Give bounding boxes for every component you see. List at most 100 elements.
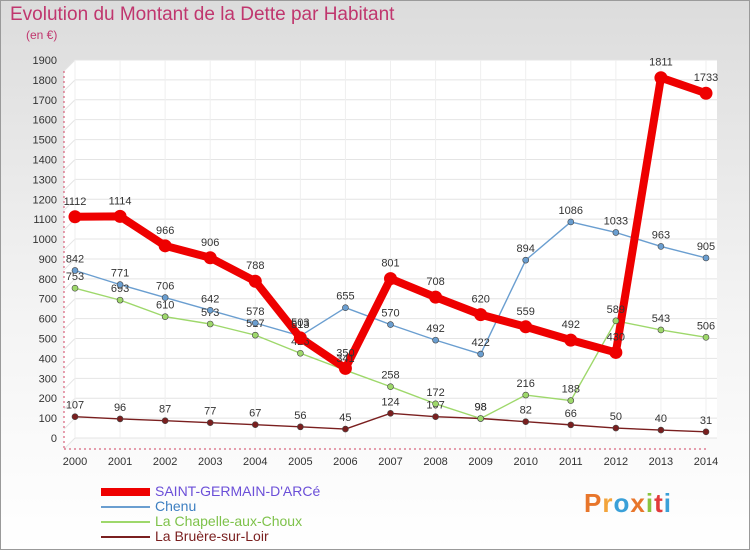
y-gridline-depth: [63, 119, 76, 132]
legend-label: SAINT-GERMAIN-D'ARCé: [155, 483, 321, 499]
y-tick-label: 700: [39, 294, 57, 306]
y-tick-label: 100: [39, 413, 57, 425]
data-label: 966: [156, 225, 174, 237]
data-point: [68, 210, 82, 224]
data-label: 589: [607, 304, 625, 316]
data-label: 506: [697, 320, 715, 332]
data-label: 82: [520, 405, 532, 417]
data-label: 570: [381, 308, 399, 320]
y-tick-label: 400: [39, 353, 57, 365]
data-point: [387, 410, 394, 417]
data-point: [564, 333, 578, 347]
data-label: 98: [475, 402, 487, 414]
y-tick-label: 1800: [33, 75, 57, 87]
data-label: 905: [697, 241, 715, 253]
data-point: [338, 361, 352, 375]
data-label: 906: [201, 237, 219, 249]
data-point: [477, 415, 484, 422]
y-tick-label: 800: [39, 274, 57, 286]
legend-label: La Chapelle-aux-Choux: [155, 513, 303, 529]
y-tick-label: 200: [39, 393, 57, 405]
y-tick-label: 1400: [33, 154, 57, 166]
data-label: 963: [652, 229, 670, 241]
y-tick-label: 0: [51, 433, 57, 445]
y-tick-label: 1600: [33, 115, 57, 127]
y-gridline-depth: [63, 298, 76, 311]
data-point: [71, 267, 79, 274]
data-point: [116, 415, 124, 423]
data-point: [158, 239, 172, 253]
y-gridline-depth: [63, 318, 76, 330]
y-tick-label: 1300: [33, 174, 57, 186]
y-tick-label: 1200: [33, 194, 57, 206]
y-tick-label: 1500: [33, 135, 57, 147]
y-gridline-depth: [63, 198, 76, 211]
data-point: [293, 331, 307, 345]
data-label: 513: [291, 319, 309, 331]
data-label: 430: [607, 331, 625, 343]
data-point: [657, 243, 665, 250]
y-gridline-depth: [63, 139, 76, 151]
data-point: [474, 308, 488, 322]
data-label: 788: [246, 260, 264, 272]
y-gridline-depth: [63, 358, 76, 370]
y-gridline-depth: [63, 238, 76, 251]
data-point: [522, 391, 530, 399]
data-label: 503: [291, 317, 309, 329]
data-label: 87: [159, 404, 171, 416]
data-label: 124: [381, 396, 399, 408]
y-tick-label: 1000: [33, 234, 57, 246]
data-label: 559: [517, 306, 535, 318]
data-label: 350: [336, 347, 354, 359]
data-label: 422: [471, 337, 489, 349]
data-label: 188: [562, 384, 580, 396]
data-point: [161, 417, 169, 424]
x-tick-label: 2011: [559, 456, 583, 468]
y-gridline-depth: [63, 338, 76, 350]
data-point: [116, 296, 124, 304]
y-gridline-depth: [63, 437, 76, 450]
x-tick-label: 2007: [378, 456, 402, 468]
data-label: 107: [66, 400, 84, 412]
data-label: 258: [381, 370, 399, 382]
x-tick-label: 2000: [63, 456, 87, 468]
data-point: [251, 421, 259, 428]
data-label: 543: [652, 313, 670, 325]
data-point: [702, 428, 710, 436]
x-tick-label: 2013: [649, 456, 673, 468]
data-label: 67: [249, 408, 261, 420]
data-point: [609, 345, 623, 359]
data-point: [248, 274, 262, 288]
data-label: 610: [156, 300, 174, 312]
data-label: 50: [610, 411, 622, 423]
y-tick-label: 600: [39, 314, 57, 326]
data-point: [567, 397, 575, 404]
y-gridline-depth: [63, 397, 76, 410]
data-point: [567, 421, 575, 429]
data-point: [203, 251, 217, 265]
data-label: 693: [111, 283, 129, 295]
data-label: 492: [426, 323, 444, 335]
data-label: 842: [66, 253, 84, 265]
data-point: [297, 349, 304, 357]
data-point: [387, 321, 394, 328]
y-gridline-depth: [63, 99, 76, 112]
data-label: 216: [517, 378, 535, 390]
chart-title: Evolution du Montant de la Dette par Hab…: [10, 4, 395, 25]
proxiti-logo: Proxiti: [584, 488, 672, 518]
data-label: 771: [111, 268, 129, 280]
data-point: [297, 423, 304, 431]
data-label: 96: [114, 402, 126, 414]
data-point: [161, 294, 169, 301]
data-label: 1811: [649, 57, 673, 69]
data-point: [251, 319, 259, 327]
data-label: 801: [381, 258, 399, 270]
chart-subtitle: (en €): [26, 28, 58, 42]
data-label: 753: [66, 271, 84, 283]
data-label: 77: [204, 406, 216, 418]
data-point: [432, 336, 439, 344]
data-point: [342, 425, 349, 433]
x-tick-label: 2002: [153, 456, 177, 468]
y-gridline-depth: [63, 258, 76, 271]
